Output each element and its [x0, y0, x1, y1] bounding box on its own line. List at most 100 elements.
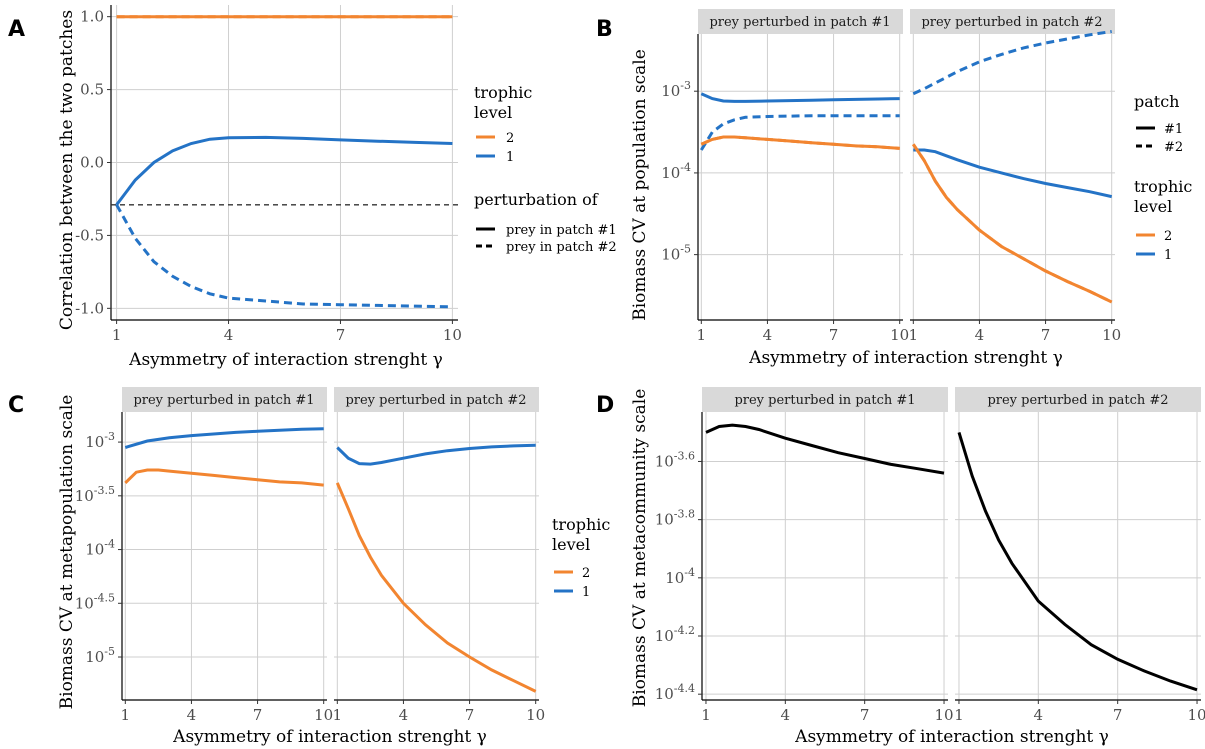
panel-c-facet-2-series-line-1	[335, 482, 537, 693]
panel-b-legend-patch-1: #1	[1164, 122, 1183, 137]
panel-letter-a: A	[8, 17, 25, 42]
panel-d-xlabel: Asymmetry of interaction strenght γ	[794, 727, 1109, 747]
panel-b-strip-2-bg	[910, 9, 1115, 34]
panel-a-legend-title-1: trophic	[474, 83, 532, 102]
panel-d-facet-1-ytick-label-2: 10-4	[665, 566, 695, 587]
panel-a-series-line-3	[115, 204, 453, 309]
panel-b-strip-2: prey perturbed in patch #2	[921, 15, 1102, 30]
panel-d-facet-2-xtick-label-2: 7	[1113, 706, 1123, 724]
panel-a-ytick-label-4: -1.0	[75, 299, 104, 317]
panel-c-facet-2-xtick-label-3: 10	[526, 706, 545, 724]
panel-d-strip-1-bg	[702, 387, 948, 412]
panel-b-facet-2-xtick-label-2: 7	[1041, 326, 1051, 344]
panel-d-facet-1-ytick-label-1: 10-3.8	[655, 508, 695, 529]
panel-b-legend-title-2: level	[1134, 197, 1172, 216]
panel-a-ytick-label-0: 1.0	[80, 8, 104, 26]
plot-layer: 1 4 7 10 1.0 0.5 0.0 -0.5 -1.0 1 4 7 10 10-3 10-4 10-5 1…	[75, 5, 1205, 724]
panel-a-legend-title-2: level	[474, 103, 512, 122]
panel-c-facet-1-ytick-label-3: 10-4.5	[75, 591, 115, 612]
panel-b-facet-1-ytick-label-2: 10-5	[661, 243, 691, 264]
panel-b-facet-1-series-line-0	[700, 92, 900, 103]
panel-d-facet-2-xtick-label-1: 4	[1034, 706, 1044, 724]
panel-b-xlabel: Asymmetry of interaction strenght γ	[748, 348, 1063, 368]
panel-b-facet-2-series-line-1	[912, 30, 1112, 96]
panel-c-facet-1-series-line-1	[124, 468, 324, 487]
panel-a-ytick-label-1: 0.5	[80, 81, 104, 99]
panel-a-ytick-label-3: -0.5	[75, 226, 104, 244]
panel-a-legend-pert-title: perturbation of	[474, 190, 599, 209]
panel-b-ylabel: Biomass CV at population scale	[630, 49, 650, 321]
panel-b-facet-1-ytick-label-1: 10-4	[661, 161, 691, 182]
panel-c-strip-2-bg	[334, 387, 539, 412]
panel-b-facet-2-series-line-0	[913, 148, 1113, 199]
panel-letter-c: C	[8, 393, 24, 418]
panel-b-facet-1-series-line-3	[700, 135, 900, 150]
panel-b-facet-1-xtick-label-1: 4	[763, 326, 773, 344]
panel-c-facet-1-ytick-label-2: 10-4	[85, 538, 115, 559]
panel-b-facet-1-ytick-label-0: 10-3	[661, 79, 691, 100]
panel-d-facet-1-xtick-label-2: 7	[860, 706, 870, 724]
panel-b-facet-2-xtick-label-1: 4	[975, 326, 985, 344]
panel-a-xtick-label-1: 4	[224, 326, 234, 344]
panel-c-strip-1: prey perturbed in patch #1	[133, 393, 314, 408]
panel-c-facet-1-xtick-label-1: 4	[187, 706, 197, 724]
panel-d-facet-2-xtick-label-3: 10	[1187, 706, 1205, 724]
panel-b-legend-patch-title: patch	[1134, 92, 1179, 111]
panel-c-facet-2-xtick-label-1: 4	[399, 706, 409, 724]
panel-b-legend-label-1: 1	[1164, 248, 1172, 263]
panel-c-facet-2-series-line-0	[336, 443, 536, 466]
panel-c-facet-1-ytick-label-4: 10-5	[85, 645, 115, 666]
panel-c-facet-1-series-line-0	[124, 427, 324, 449]
panel-d-facet-1-xtick-label-3: 10	[934, 706, 953, 724]
panel-d-facet-1-ytick-label-4: 10-4.4	[655, 682, 695, 703]
panel-letter-b: B	[596, 17, 613, 42]
panel-c-legend-title-2: level	[552, 535, 590, 554]
panel-a-legend-label-1: 1	[506, 150, 514, 165]
panel-b-strip-1-bg	[698, 9, 903, 34]
panel-b-strip-1: prey perturbed in patch #1	[709, 15, 890, 30]
panel-a-legend-pert-2: prey in patch #2	[506, 240, 617, 255]
panel-d-ylabel: Biomass CV at metacommunity scale	[630, 389, 650, 708]
panel-a-ylabel: Correlation between the two patches	[57, 10, 77, 330]
panel-d-facet-1-xtick-label-0: 1	[701, 706, 711, 724]
panel-d-strip-2-bg	[955, 387, 1201, 412]
panel-letter-d: D	[596, 393, 614, 418]
panel-c-facet-1-ytick-label-0: 10-3	[85, 430, 115, 451]
panel-d-facet-1-ytick-label-0: 10-3.6	[655, 449, 695, 470]
panel-d-facet-1-ytick-label-3: 10-4.2	[655, 624, 695, 645]
panel-d-facet-1-series-line-0	[705, 423, 945, 475]
panel-b-legend-label-2: 2	[1164, 229, 1172, 244]
panel-c-facet-1-ytick-label-1: 10-3.5	[75, 484, 115, 505]
panel-a-legend-label-2: 2	[506, 131, 514, 146]
panel-b-legend-patch-2: #2	[1164, 140, 1183, 155]
panel-b-facet-1-xtick-label-0: 1	[697, 326, 707, 344]
panel-b-facet-1-xtick-label-2: 7	[829, 326, 839, 344]
panel-d-facet-1-xtick-label-1: 4	[781, 706, 791, 724]
panel-b-facet-1-xtick-label-3: 10	[890, 326, 909, 344]
panel-d-strip-2: prey perturbed in patch #2	[987, 393, 1168, 408]
panel-c-facet-1-xtick-label-0: 1	[121, 706, 131, 724]
panel-c-strip-1-bg	[122, 387, 327, 412]
panel-c-facet-2-xtick-label-0: 1	[333, 706, 343, 724]
panel-c-xlabel: Asymmetry of interaction strenght γ	[172, 727, 487, 747]
panel-b-facet-2-series-line-3	[912, 143, 1113, 304]
panel-d-facet-2-series-line-0	[957, 431, 1198, 692]
panel-c-legend-title-1: trophic	[552, 515, 610, 534]
panel-d-strip-1: prey perturbed in patch #1	[734, 393, 915, 408]
panel-b-facet-1-series-line-1	[700, 114, 900, 151]
panel-c-facet-1-xtick-label-2: 7	[253, 706, 263, 724]
panel-b-facet-2-xtick-label-3: 10	[1102, 326, 1121, 344]
panel-b-legend-title-1: trophic	[1134, 177, 1192, 196]
panel-a-xtick-label-3: 10	[443, 326, 462, 344]
panel-a-xtick-label-0: 1	[112, 326, 122, 344]
panel-d-facet-2-xtick-label-0: 1	[954, 706, 964, 724]
panel-c-strip-2: prey perturbed in patch #2	[345, 393, 526, 408]
panel-c-ylabel: Biomass CV at metapopulation scale	[57, 395, 77, 710]
panel-c-facet-2-xtick-label-2: 7	[465, 706, 475, 724]
panel-a-series-line-2	[115, 135, 453, 206]
panel-a-legend-pert-1: prey in patch #1	[506, 223, 617, 238]
panel-c-facet-1-xtick-label-3: 10	[314, 706, 333, 724]
panel-b-facet-2-xtick-label-0: 1	[909, 326, 919, 344]
panel-b-facet-2-series-line-2	[912, 143, 1113, 304]
